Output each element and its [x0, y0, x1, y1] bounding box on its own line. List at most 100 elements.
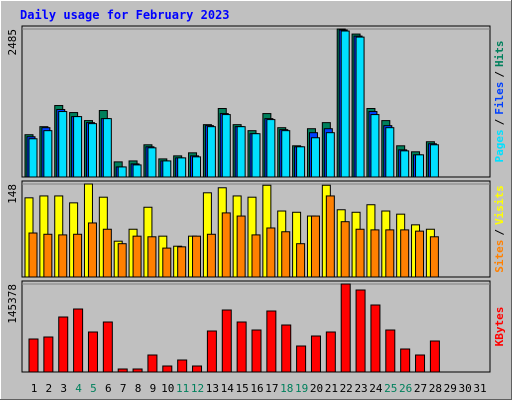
- bar: [28, 338, 39, 373]
- bar: [266, 119, 276, 178]
- legend-entry: Files: [493, 82, 506, 115]
- x-tick-label: 6: [105, 382, 112, 395]
- bar: [355, 36, 365, 178]
- bar: [340, 221, 350, 278]
- bar: [206, 126, 216, 178]
- bar: [370, 304, 381, 373]
- bar: [73, 116, 83, 178]
- bar: [43, 233, 53, 278]
- bar: [177, 157, 187, 178]
- bar: [87, 123, 97, 178]
- bar: [415, 354, 426, 373]
- legend-entry: Hits: [493, 41, 506, 68]
- bar: [415, 154, 425, 178]
- x-tick-label: 24: [369, 382, 383, 395]
- bar: [385, 229, 395, 278]
- bar: [325, 132, 335, 178]
- bar: [221, 212, 231, 278]
- x-tick-label: 1: [31, 382, 38, 395]
- legend-separator: /: [493, 229, 506, 236]
- bar: [87, 331, 98, 373]
- bar: [117, 166, 127, 178]
- x-tick-label: 18: [280, 382, 293, 395]
- bar: [236, 126, 246, 178]
- bar: [43, 336, 54, 373]
- bar: [147, 354, 158, 373]
- bar: [102, 118, 112, 178]
- bar: [281, 324, 292, 373]
- bar: [73, 308, 84, 373]
- bar: [281, 231, 291, 278]
- x-tick-label: 8: [135, 382, 142, 395]
- bar: [310, 215, 320, 278]
- bar: [102, 321, 113, 373]
- x-tick-label: 19: [295, 382, 308, 395]
- x-tick-label: 26: [399, 382, 412, 395]
- bar: [58, 111, 68, 178]
- x-tick-label: 29: [444, 382, 457, 395]
- x-tick-label: 11: [176, 382, 189, 395]
- bar: [221, 309, 232, 373]
- bar: [162, 160, 172, 178]
- bar: [400, 229, 410, 278]
- x-tick-label: 27: [414, 382, 427, 395]
- bar: [206, 233, 216, 278]
- bar: [281, 130, 291, 178]
- bar: [400, 348, 411, 373]
- legend-entry: Visits: [493, 185, 506, 225]
- x-tick-label: 21: [325, 382, 338, 395]
- x-tick-label: 20: [310, 382, 323, 395]
- bar: [296, 345, 307, 373]
- bar: [296, 243, 306, 278]
- bar: [266, 227, 276, 278]
- bar: [370, 229, 380, 278]
- bar: [221, 114, 231, 178]
- x-tick-label: 3: [60, 382, 67, 395]
- bar: [162, 365, 173, 373]
- x-tick-label: 5: [90, 382, 97, 395]
- bar: [325, 195, 335, 278]
- bar: [102, 228, 112, 278]
- bar: [429, 236, 439, 278]
- bar: [58, 316, 69, 373]
- legend: KBytes: [493, 307, 506, 347]
- bar: [192, 156, 202, 178]
- bar: [266, 310, 277, 373]
- x-tick-label: 17: [265, 382, 278, 395]
- x-tick-label: 2: [46, 382, 53, 395]
- bar: [28, 138, 38, 178]
- bar: [429, 144, 439, 178]
- bar: [236, 321, 247, 373]
- bar: [310, 335, 321, 373]
- bar: [251, 234, 261, 278]
- x-tick-label: 10: [161, 382, 174, 395]
- x-tick-label: 7: [120, 382, 127, 395]
- bar: [385, 329, 396, 373]
- bar: [58, 234, 68, 278]
- bar: [325, 331, 336, 373]
- bar: [177, 359, 188, 373]
- bar: [132, 368, 143, 373]
- x-tick-label: 30: [459, 382, 472, 395]
- bar: [177, 246, 187, 278]
- bar: [385, 127, 395, 178]
- bar: [28, 232, 38, 278]
- bar: [117, 368, 128, 373]
- x-tick-label: 22: [340, 382, 353, 395]
- y-tick-label: 148: [6, 184, 19, 204]
- bar: [355, 228, 365, 278]
- bar: [87, 222, 97, 278]
- legend-entry: KBytes: [493, 307, 506, 347]
- x-tick-label: 25: [384, 382, 397, 395]
- bar: [162, 247, 172, 278]
- x-tick-label: 31: [473, 382, 486, 395]
- bar: [340, 283, 351, 373]
- legend-entry: Pages: [493, 129, 506, 162]
- x-tick-label: 23: [354, 382, 367, 395]
- bar: [192, 365, 203, 373]
- x-tick-label: 12: [191, 382, 204, 395]
- legend: Sites / Visits: [493, 185, 506, 273]
- legend-entry: Sites: [493, 240, 506, 273]
- x-tick-label: 13: [206, 382, 219, 395]
- bar: [296, 146, 306, 178]
